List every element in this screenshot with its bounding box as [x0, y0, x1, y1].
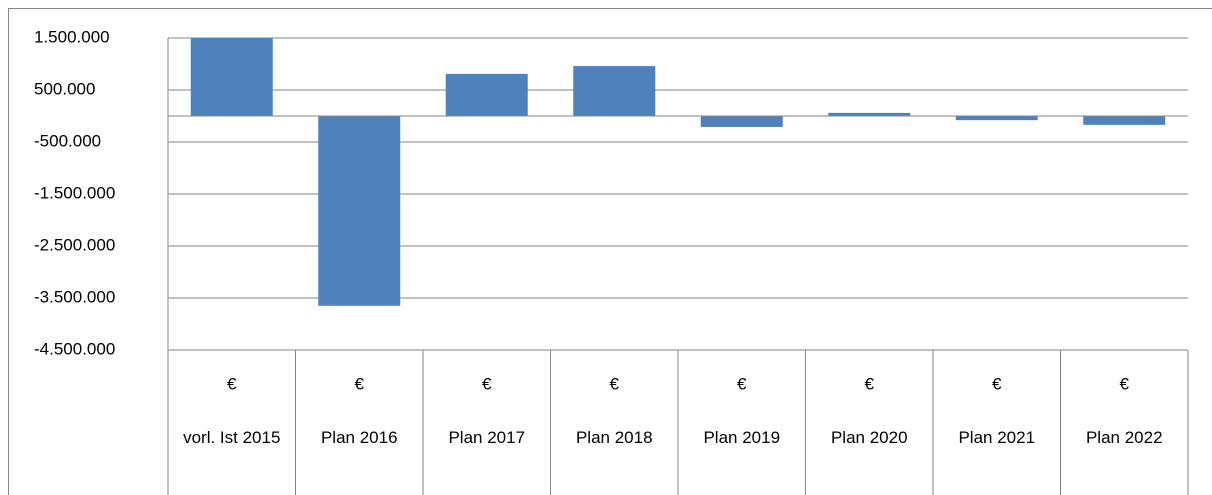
x-tick-label-box: Plan 2019 — [703, 428, 781, 447]
x-tick-label-box: Plan 2022 — [1085, 428, 1163, 447]
x-tick-label-box: Plan 2016 — [320, 428, 398, 447]
y-tick-label: -1.500.000 — [34, 183, 115, 202]
x-tick-label-box: Plan 2018 — [575, 428, 653, 447]
x-unit-label: € — [482, 374, 492, 393]
bar — [1083, 116, 1166, 125]
x-tick-label: Plan 2021 — [958, 428, 1036, 447]
x-tick-label: Plan 2016 — [320, 428, 398, 447]
chart-frame — [8, 8, 1212, 495]
x-tick-label: Plan 2019 — [703, 428, 781, 447]
bar — [318, 116, 401, 306]
y-tick-label: 1.500.000 — [34, 27, 110, 46]
x-tick-label-box: vorl. Ist 2015 — [183, 428, 281, 447]
y-tick-label: -3.500.000 — [34, 287, 115, 306]
x-unit-label: € — [992, 374, 1002, 393]
x-tick-label-box: Plan 2020 — [830, 428, 908, 447]
x-tick-label-box: Plan 2017 — [448, 428, 526, 447]
x-tick-label: Plan 2020 — [830, 428, 908, 447]
x-tick-label: vorl. Ist 2015 — [183, 428, 281, 447]
x-unit-label: € — [865, 374, 875, 393]
x-unit-label: € — [610, 374, 620, 393]
x-tick-label: Plan 2022 — [1085, 428, 1163, 447]
x-unit-label: € — [227, 374, 237, 393]
y-tick-label: -2.500.000 — [34, 235, 115, 254]
bar — [573, 66, 656, 116]
x-tick-label-box: Plan 2021 — [958, 428, 1036, 447]
bar — [190, 38, 273, 116]
x-tick-label: Plan 2018 — [575, 428, 653, 447]
y-tick-label: -500.000 — [34, 131, 101, 150]
y-tick-label: -4.500.000 — [34, 339, 115, 358]
bar — [445, 73, 528, 116]
bar — [828, 112, 911, 116]
y-tick-label: 500.000 — [34, 79, 95, 98]
x-tick-label: Plan 2017 — [448, 428, 526, 447]
x-unit-label: € — [1120, 374, 1130, 393]
x-unit-label: € — [737, 374, 747, 393]
bar — [700, 116, 783, 127]
x-unit-label: € — [355, 374, 365, 393]
bar — [955, 116, 1038, 121]
